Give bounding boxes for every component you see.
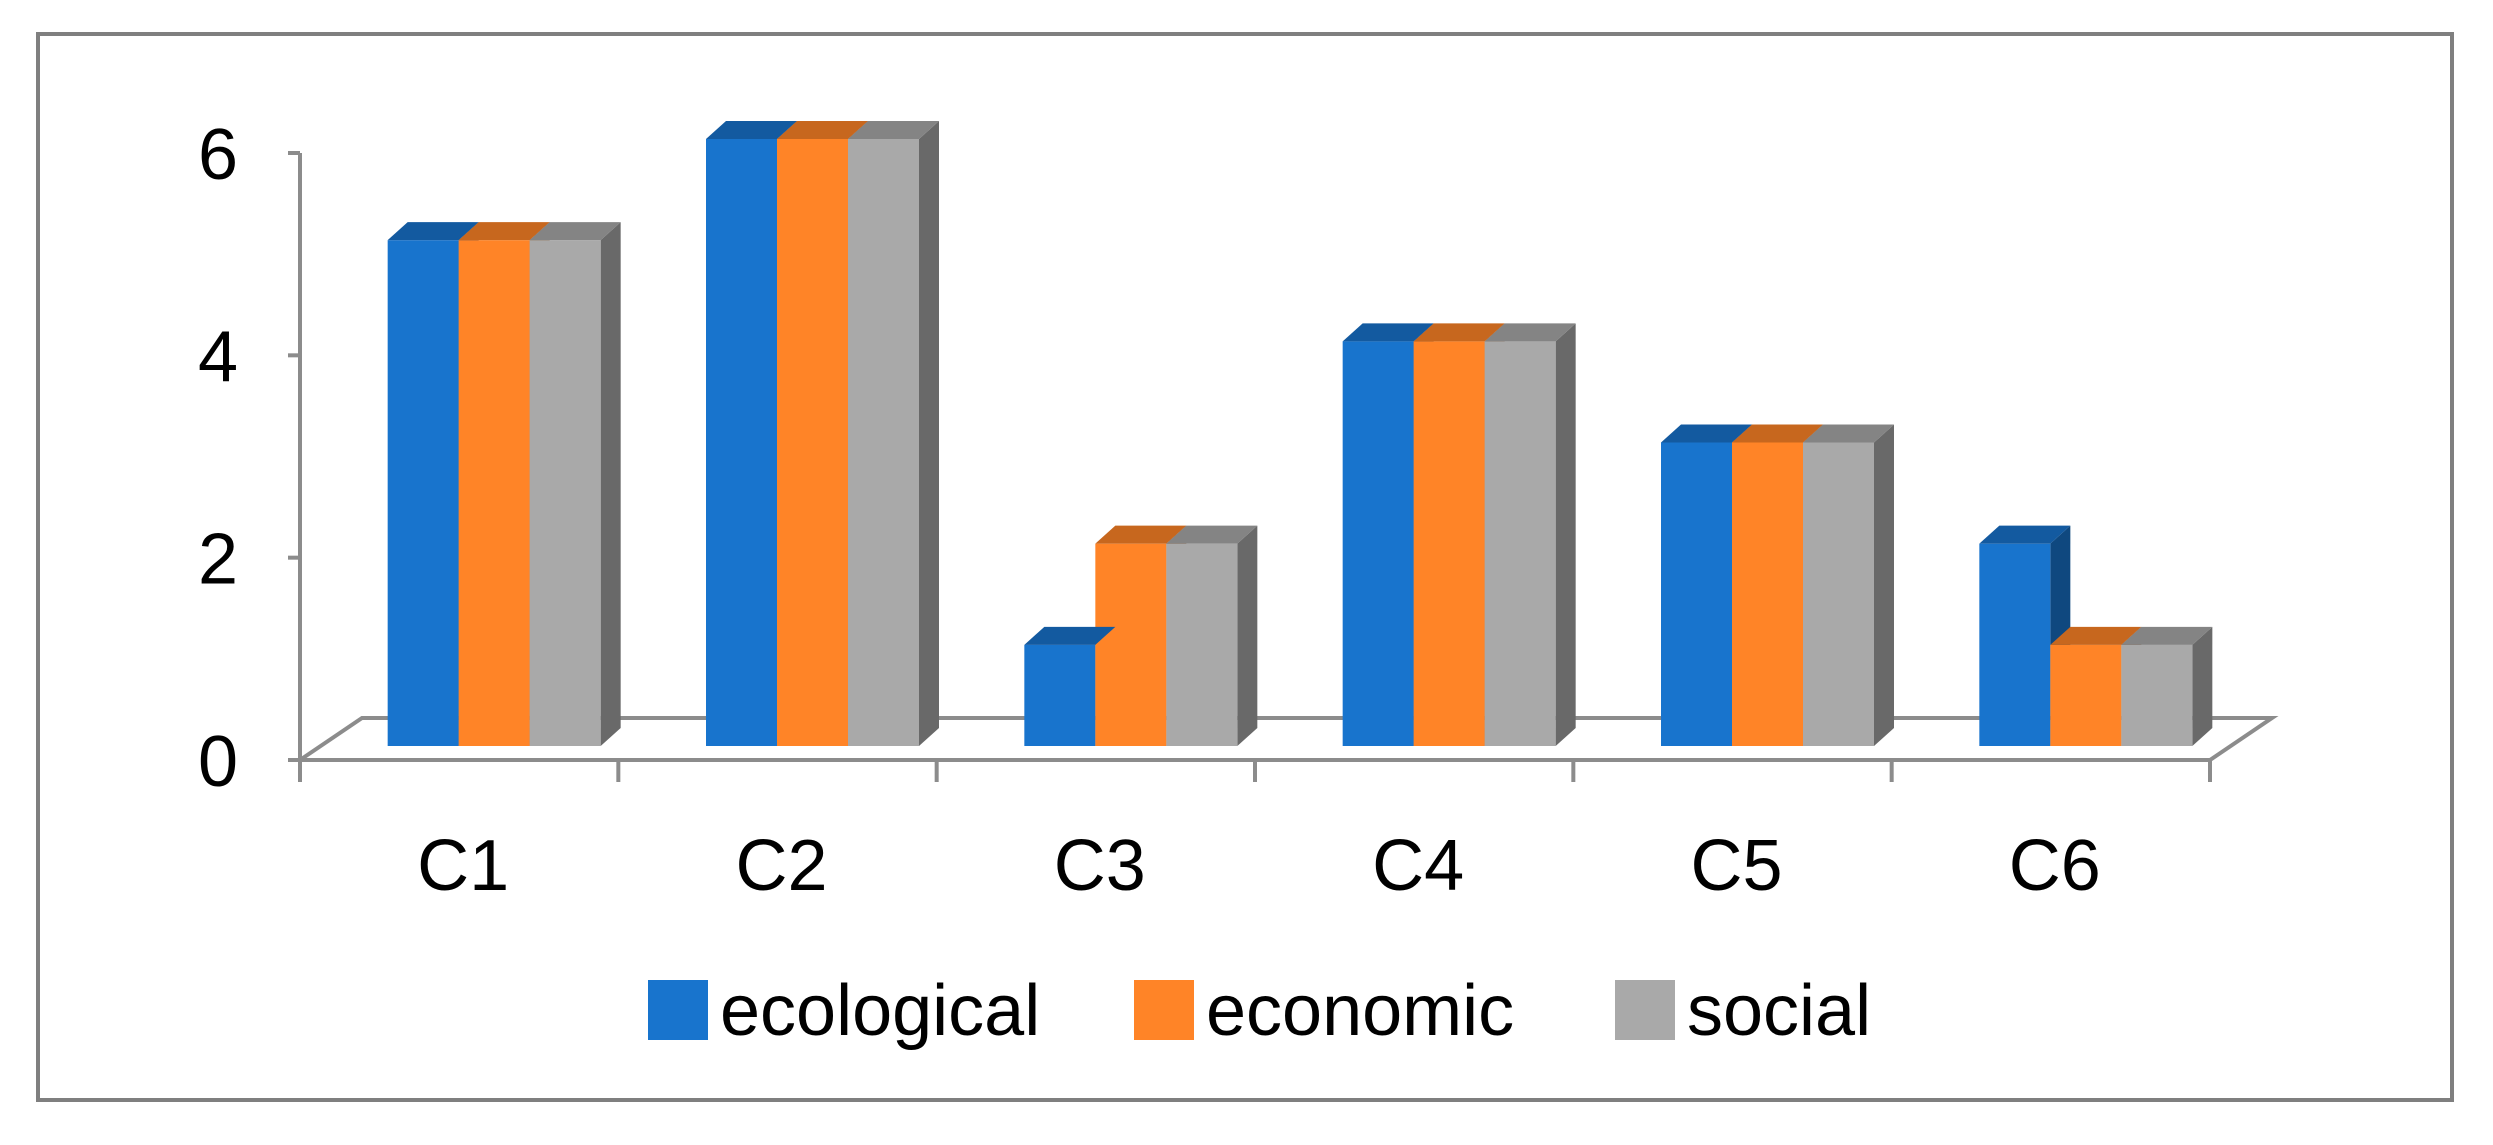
x-tick-label: C5 (1690, 826, 1782, 906)
y-tick-label: 2 (198, 520, 238, 600)
bar-top-social-C4 (1484, 323, 1576, 342)
y-tick-label: 4 (198, 317, 238, 397)
bar-top-ecological-C2 (706, 121, 797, 139)
bar-social-C5 (1803, 442, 1874, 746)
y-tick-label: 0 (198, 722, 238, 802)
x-tick-label: C3 (1054, 826, 1146, 906)
x-tick-label: C1 (417, 826, 509, 906)
bar-economic-C2 (777, 139, 848, 746)
bar-ecological-C1 (387, 240, 459, 746)
legend-swatch-ecological (648, 980, 708, 1040)
x-tick-label: C4 (1372, 826, 1464, 906)
bar-economic-C1 (458, 240, 530, 746)
bar-top-economic-C2 (777, 121, 868, 139)
bar-social-C6 (2121, 644, 2193, 746)
y-tick-label: 6 (198, 115, 238, 195)
legend: ecological economic social (648, 971, 1871, 1051)
bar-top-economic-C1 (458, 222, 550, 241)
bar-top-social-C5 (1803, 424, 1894, 443)
bar-top-ecological-C4 (1342, 323, 1434, 342)
bar-ecological-C3 (1024, 644, 1096, 746)
legend-label-economic: economic (1206, 971, 1514, 1051)
bar-economic-C3 (1095, 543, 1167, 746)
bar-top-social-C6 (2121, 626, 2213, 645)
bar-top-ecological-C1 (387, 222, 479, 241)
bar-side-social-C1 (600, 222, 621, 746)
bar-side-social-C4 (1555, 323, 1576, 746)
bar-ecological-C4 (1342, 341, 1414, 746)
bar-top-economic-C4 (1413, 323, 1505, 342)
bar-top-ecological-C5 (1661, 424, 1752, 443)
bar-top-economic-C5 (1732, 424, 1823, 443)
bar-economic-C6 (2050, 644, 2122, 746)
bar-top-economic-C3 (1095, 525, 1187, 544)
bar-side-social-C6 (2192, 626, 2213, 746)
bar-social-C3 (1166, 543, 1238, 746)
bar-economic-C4 (1413, 341, 1485, 746)
legend-label-ecological: ecological (720, 971, 1040, 1051)
legend-swatch-social (1615, 980, 1675, 1040)
legend-swatch-economic (1134, 980, 1194, 1040)
bar-social-C2 (848, 139, 919, 746)
bar-top-ecological-C6 (1979, 525, 2071, 544)
axes (288, 151, 2212, 782)
x-tick-label: C2 (735, 826, 827, 906)
bar-ecological-C2 (706, 139, 777, 746)
x-tick-label: C6 (2009, 826, 2101, 906)
bar-top-social-C3 (1166, 525, 1258, 544)
bar-top-ecological-C3 (1024, 626, 1116, 645)
bar-economic-C5 (1732, 442, 1803, 746)
bar-social-C1 (529, 240, 601, 746)
bar-social-C4 (1484, 341, 1556, 746)
tick-labels: 0 2 4 6 C1 C2 C3 C4 C5 C6 (198, 115, 2101, 906)
bar-top-social-C2 (848, 121, 939, 139)
bar-side-social-C5 (1874, 424, 1894, 746)
legend-label-social: social (1687, 971, 1871, 1051)
bars (387, 121, 2213, 746)
bar-ecological-C5 (1661, 442, 1732, 746)
bar-top-social-C1 (529, 222, 621, 241)
bar-top-economic-C6 (2050, 626, 2142, 645)
bar-side-social-C3 (1237, 525, 1258, 746)
bar-side-social-C2 (919, 121, 939, 746)
bar-ecological-C6 (1979, 543, 2051, 746)
